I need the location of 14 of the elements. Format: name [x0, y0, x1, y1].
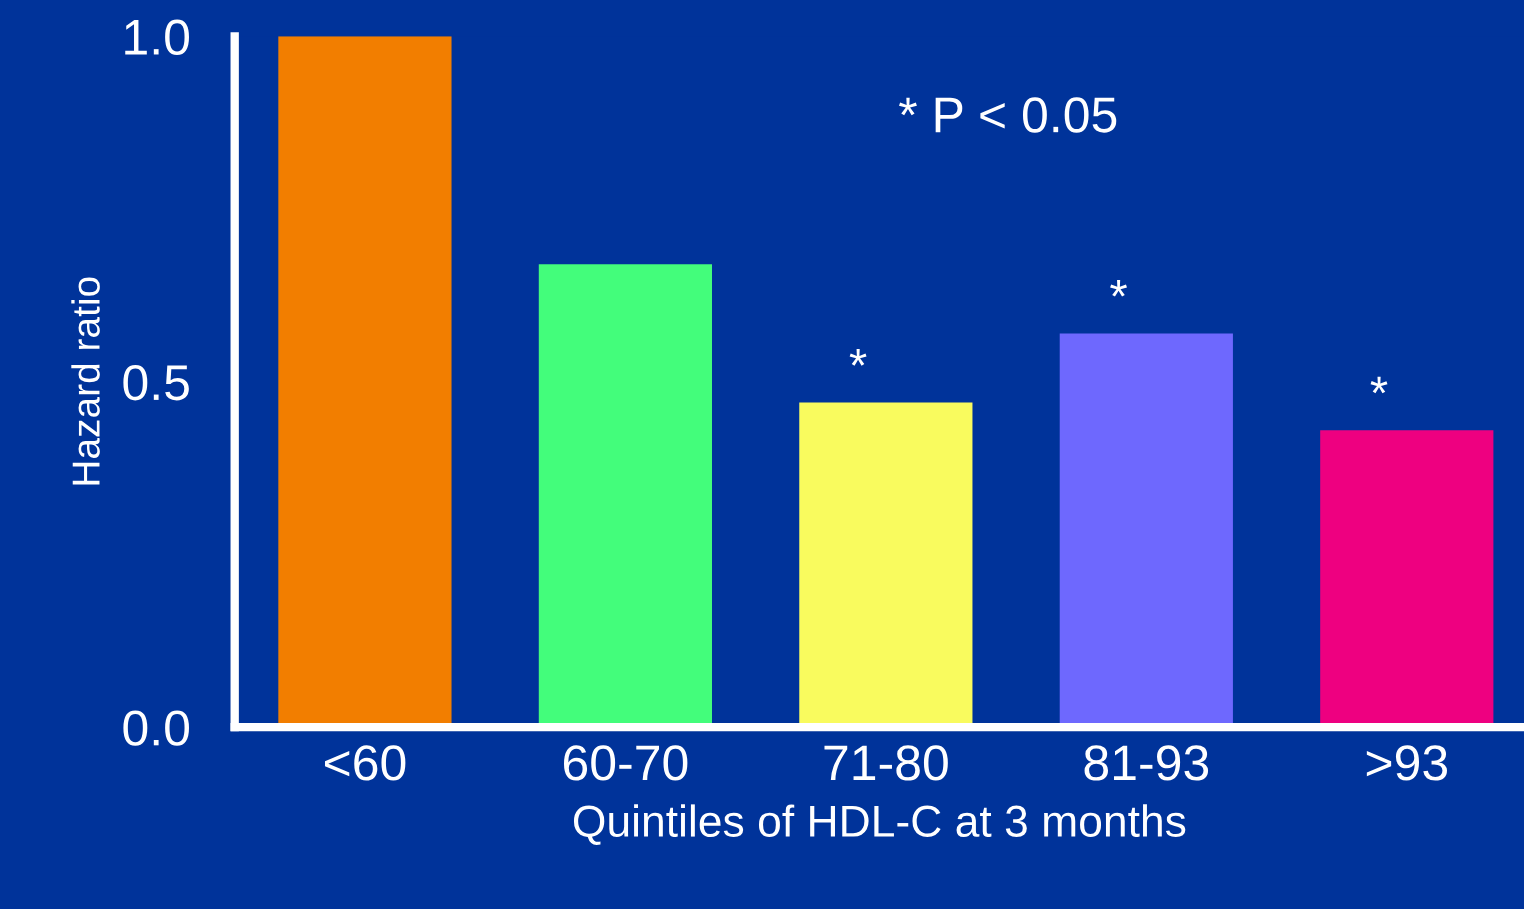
- annotation: * P < 0.05: [899, 97, 1117, 133]
- annotation: *: [1370, 376, 1388, 394]
- annotation: *: [1110, 280, 1127, 297]
- x-tick-label: 81-93: [1084, 745, 1209, 781]
- x-axis-title: Quintiles of HDL-C at 3 months: [573, 804, 1186, 845]
- x-tick-label: <60: [324, 745, 406, 781]
- y-axis-title: Hazard ratio: [71, 277, 100, 485]
- x-tick-label: 71-80: [824, 745, 948, 781]
- y-tick-label: 1.0: [125, 19, 189, 55]
- x-tick-label: 60-70: [564, 745, 688, 781]
- x-tick-label: >93: [1366, 745, 1447, 781]
- y-tick-label: 0.5: [123, 364, 189, 401]
- annotation: *: [849, 349, 867, 366]
- y-tick-label: 0.0: [123, 710, 189, 746]
